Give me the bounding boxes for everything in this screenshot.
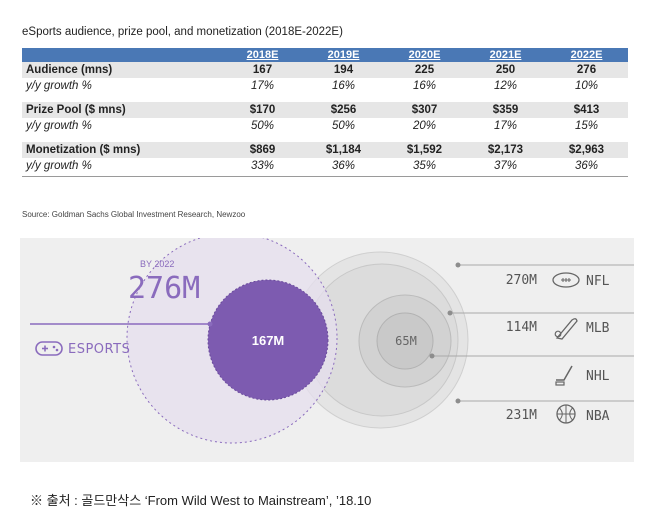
table-cell: 10%: [574, 80, 599, 92]
table-cell: 17%: [493, 120, 518, 132]
table-title: eSports audience, prize pool, and moneti…: [22, 26, 343, 38]
nhl-name: NHL: [586, 369, 610, 384]
table-cell: 194: [333, 64, 354, 76]
gamepad-icon: [35, 341, 63, 356]
nba-value: 231M: [506, 408, 537, 423]
table-cell: 20%: [412, 120, 437, 132]
table-cell: $1,184: [325, 144, 362, 156]
source-note: Source: Goldman Sachs Global Investment …: [22, 210, 246, 219]
table-cell: $2,963: [568, 144, 605, 156]
nhl-circle-value: 65M: [395, 334, 417, 348]
table-cell: $307: [411, 104, 438, 116]
table-divider: [22, 176, 628, 177]
table-cell: $256: [330, 104, 357, 116]
row-label: Prize Pool ($ mns): [26, 104, 126, 116]
table-row: y/y growth % 33% 36% 35% 37% 36%: [22, 158, 628, 174]
row-label: y/y growth %: [26, 80, 92, 92]
table-cell: 276: [576, 64, 597, 76]
table-cell: 50%: [331, 120, 356, 132]
table-cell: $1,592: [406, 144, 443, 156]
table-cell: 250: [495, 64, 516, 76]
year-header: 2022E: [570, 49, 603, 61]
table-cell: 225: [414, 64, 435, 76]
by-2022-label: BY 2022: [140, 259, 174, 269]
table-cell: $2,173: [487, 144, 524, 156]
esports-circle: [207, 279, 329, 401]
table-row: Audience (mns) 167 194 225 250 276: [22, 62, 628, 78]
table-row: Prize Pool ($ mns) $170 $256 $307 $359 $…: [22, 102, 628, 118]
basketball-icon: [556, 404, 576, 424]
table-cell: 16%: [412, 80, 437, 92]
table-cell: 37%: [493, 160, 518, 172]
nfl-name: NFL: [586, 274, 610, 289]
table-row: y/y growth % 17% 16% 16% 12% 10%: [22, 78, 628, 94]
football-icon: [552, 272, 580, 288]
table-cell: $170: [249, 104, 276, 116]
audience-infographic: BY 2022 276M ESPORTS 167M 65M 270M 114M …: [20, 238, 634, 462]
table-header: 2018E 2019E 2020E 2021E 2022E: [22, 48, 628, 62]
nhl-circle: [376, 312, 434, 370]
table-cell: 50%: [250, 120, 275, 132]
table-cell: 36%: [331, 160, 356, 172]
table-cell: 16%: [331, 80, 356, 92]
table-cell: $413: [573, 104, 600, 116]
row-label: y/y growth %: [26, 160, 92, 172]
table-cell: 167: [252, 64, 273, 76]
nba-name: NBA: [586, 409, 610, 424]
infographic-svg: BY 2022 276M ESPORTS 167M 65M 270M 114M …: [30, 238, 634, 444]
table-row: Monetization ($ mns) $869 $1,184 $1,592 …: [22, 142, 628, 158]
mlb-value: 114M: [506, 320, 537, 335]
nfl-value: 270M: [506, 273, 537, 288]
esports-value: 167M: [252, 333, 285, 348]
by-2022-value: 276M: [128, 271, 200, 306]
table-cell: 17%: [250, 80, 275, 92]
table-cell: 36%: [574, 160, 599, 172]
year-header: 2018E: [246, 49, 279, 61]
row-label: Monetization ($ mns): [26, 144, 141, 156]
row-label: y/y growth %: [26, 120, 92, 132]
table-cell: 15%: [574, 120, 599, 132]
mlb-name: MLB: [586, 321, 610, 336]
row-label: Audience (mns): [26, 64, 113, 76]
esports-label: ESPORTS: [68, 342, 130, 357]
table-cell: $869: [249, 144, 276, 156]
year-header: 2019E: [327, 49, 360, 61]
table-cell: 33%: [250, 160, 275, 172]
table-cell: 12%: [493, 80, 518, 92]
table-row: y/y growth % 50% 50% 20% 17% 15%: [22, 118, 628, 134]
hockey-stick-icon: [555, 365, 573, 386]
baseball-bat-icon: [554, 318, 578, 340]
table-cell: $359: [492, 104, 519, 116]
data-table: 2018E 2019E 2020E 2021E 2022E Audience (…: [22, 48, 628, 177]
year-header: 2020E: [408, 49, 441, 61]
year-header: 2021E: [489, 49, 522, 61]
table-cell: 35%: [412, 160, 437, 172]
footnote: ※ 출처 : 골드만삭스 ‘From Wild West to Mainstre…: [30, 493, 372, 508]
